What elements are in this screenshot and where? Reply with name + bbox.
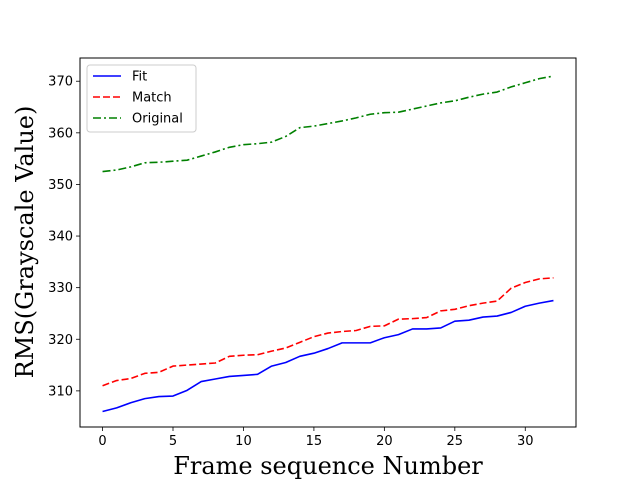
x-tick-label: 20 bbox=[376, 434, 393, 449]
x-tick-label: 5 bbox=[169, 434, 177, 449]
y-tick-label: 370 bbox=[48, 75, 73, 90]
x-tick-label: 0 bbox=[98, 434, 106, 449]
y-tick-label: 340 bbox=[48, 230, 73, 245]
series-line-fit bbox=[102, 299, 554, 413]
series-line-original bbox=[102, 75, 554, 173]
y-axis-label: RMS(Grayscale Value) bbox=[11, 106, 39, 379]
y-tick-label: 330 bbox=[48, 281, 73, 296]
legend: Fit Match Original bbox=[86, 64, 197, 133]
plot-frame bbox=[79, 57, 577, 428]
legend-label-match: Match bbox=[132, 91, 172, 106]
series-line-match bbox=[102, 277, 554, 387]
legend-label-fit: Fit bbox=[132, 70, 147, 85]
legend-entries: Fit Match Original bbox=[93, 70, 183, 127]
series-layer bbox=[102, 75, 554, 413]
y-tick-label: 350 bbox=[48, 178, 73, 193]
y-tick-label: 310 bbox=[48, 384, 73, 399]
legend-label-original: Original bbox=[132, 112, 183, 127]
x-axis-ticks: 0 5 10 15 20 25 30 bbox=[98, 427, 534, 449]
legend-box bbox=[86, 64, 197, 133]
x-tick-label: 25 bbox=[447, 434, 464, 449]
y-tick-label: 360 bbox=[48, 126, 73, 141]
x-axis-label: Frame sequence Number bbox=[173, 452, 483, 480]
x-tick-label: 15 bbox=[306, 434, 323, 449]
x-tick-label: 30 bbox=[517, 434, 534, 449]
x-tick-label: 10 bbox=[235, 434, 252, 449]
y-axis-ticks: 310 320 330 340 350 360 370 bbox=[48, 75, 80, 399]
y-tick-label: 320 bbox=[48, 333, 73, 348]
